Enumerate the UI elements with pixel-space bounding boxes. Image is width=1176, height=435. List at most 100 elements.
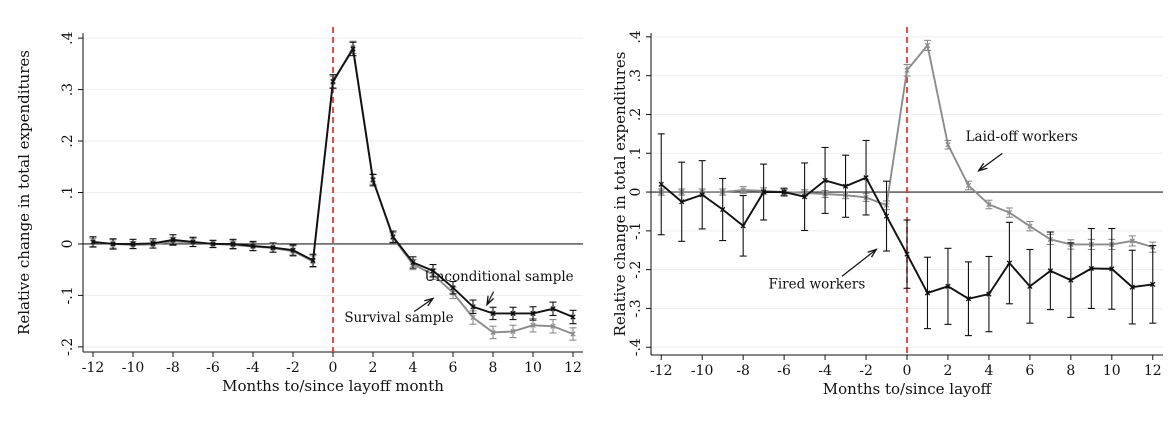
annotation-arrowhead [977, 162, 988, 172]
data-point [130, 241, 136, 247]
data-point [490, 310, 496, 317]
x-tick-label: -12 [82, 360, 105, 376]
data-point [150, 240, 156, 247]
y-tick-label: -.1 [60, 286, 76, 304]
data-point [510, 310, 516, 317]
x-tick-label: 6 [1025, 363, 1034, 379]
x-tick-label: -2 [859, 363, 873, 379]
data-point [1088, 265, 1094, 272]
data-point [570, 314, 576, 320]
data-point [230, 241, 236, 247]
x-tick-label: 2 [943, 363, 952, 379]
x-tick-label: -10 [122, 360, 145, 376]
data-point [658, 181, 664, 187]
data-point [904, 67, 910, 73]
annotation-arrow [413, 297, 434, 313]
x-tick-label: 8 [1066, 363, 1075, 379]
y-tick-label: .4 [628, 30, 644, 43]
y-tick-label: -.2 [628, 261, 644, 279]
x-tick-label: 12 [1144, 363, 1162, 379]
data-point [90, 239, 96, 245]
x-tick-label: -6 [206, 360, 220, 376]
y-tick-label: .1 [628, 147, 644, 160]
y-tick-label: .3 [60, 83, 76, 96]
data-point [945, 142, 951, 148]
x-tick-label: 10 [524, 360, 542, 376]
data-point [350, 46, 356, 52]
data-point [1027, 223, 1033, 229]
data-point [530, 322, 536, 328]
annotation-arrowhead [424, 297, 435, 307]
x-tick-label: 0 [329, 360, 338, 376]
data-point [410, 259, 416, 266]
x-tick-label: -4 [246, 360, 260, 376]
y-axis-title: Relative change in total expenditures [15, 50, 33, 335]
x-tick-label: 12 [564, 360, 582, 376]
data-point [1047, 268, 1054, 274]
data-point [470, 314, 476, 321]
data-point [370, 177, 376, 183]
data-point [210, 241, 216, 247]
y-tick-label: .3 [628, 69, 644, 82]
x-tick-label: -12 [650, 363, 673, 379]
data-point [1027, 283, 1033, 289]
data-point [190, 239, 196, 245]
data-point [170, 237, 176, 243]
x-tick-label: -2 [286, 360, 300, 376]
y-tick-label: .1 [60, 186, 76, 199]
annotation-arrowhead [867, 248, 878, 258]
x-tick-label: 4 [409, 360, 418, 376]
annotation-arrow [486, 291, 495, 305]
data-point [450, 285, 456, 291]
y-tick-label: .4 [60, 31, 76, 44]
data-point [740, 223, 746, 229]
right-chart-panel: -.4 -.3 -.2 -.1 0 .1 .2 .3 .4 -12 -10 -8 -6 -4 -2 0 2 4 6 8… [596, 0, 1176, 435]
data-point [945, 283, 951, 289]
data-point [250, 243, 256, 249]
y-tick-label: .2 [60, 134, 76, 147]
data-point [822, 177, 828, 184]
data-point [863, 175, 869, 181]
data-point [801, 194, 808, 200]
data-point [842, 183, 849, 189]
data-point [490, 329, 496, 336]
data-point [760, 189, 767, 195]
x-tick-label: 8 [489, 360, 498, 376]
data-point [430, 268, 436, 274]
x-axis-title: Months to/since layoff month [222, 377, 444, 395]
y-axis-title: Relative change in total expenditures [611, 52, 629, 337]
left-chart: -.2 -.1 0 .1 .2 .3 .4 -12 -10 -8 -6 -4 -2 0 2 4 6 8 10 12 Mo… [15, 27, 583, 395]
annotation-label: Fired workers [769, 276, 866, 292]
data-point [470, 304, 476, 310]
x-tick-label: -10 [691, 363, 714, 379]
data-point [781, 189, 787, 195]
y-tick-label: -.1 [628, 222, 644, 240]
data-point [965, 296, 972, 302]
data-point [270, 244, 276, 251]
data-point [679, 199, 685, 205]
data-point [924, 290, 931, 296]
annotation-arrow [978, 152, 1003, 172]
annotation-label: Laid-off workers [966, 129, 1078, 145]
annotation-arrow [841, 249, 877, 277]
data-point [1129, 284, 1135, 290]
x-tick-label: -4 [818, 363, 832, 379]
y-tick-label: -.2 [60, 338, 76, 356]
y-tick-label: .2 [628, 108, 644, 121]
data-point [330, 78, 336, 85]
data-point [310, 257, 316, 264]
data-point [1129, 238, 1135, 244]
y-tick-label: 0 [628, 188, 644, 197]
data-point [550, 306, 556, 312]
data-point [550, 323, 556, 329]
data-point [530, 310, 536, 317]
y-tick-label: -.4 [628, 338, 644, 356]
data-point [1006, 209, 1013, 216]
x-axis-title: Months to/since layoff [823, 380, 993, 398]
x-tick-label: 0 [903, 363, 912, 379]
data-point [699, 192, 705, 198]
data-point [883, 213, 890, 219]
left-chart-panel: -.2 -.1 0 .1 .2 .3 .4 -12 -10 -8 -6 -4 -2 0 2 4 6 8 10 12 Mo… [15, 27, 583, 395]
data-point [924, 42, 931, 49]
x-tick-label: 2 [369, 360, 378, 376]
